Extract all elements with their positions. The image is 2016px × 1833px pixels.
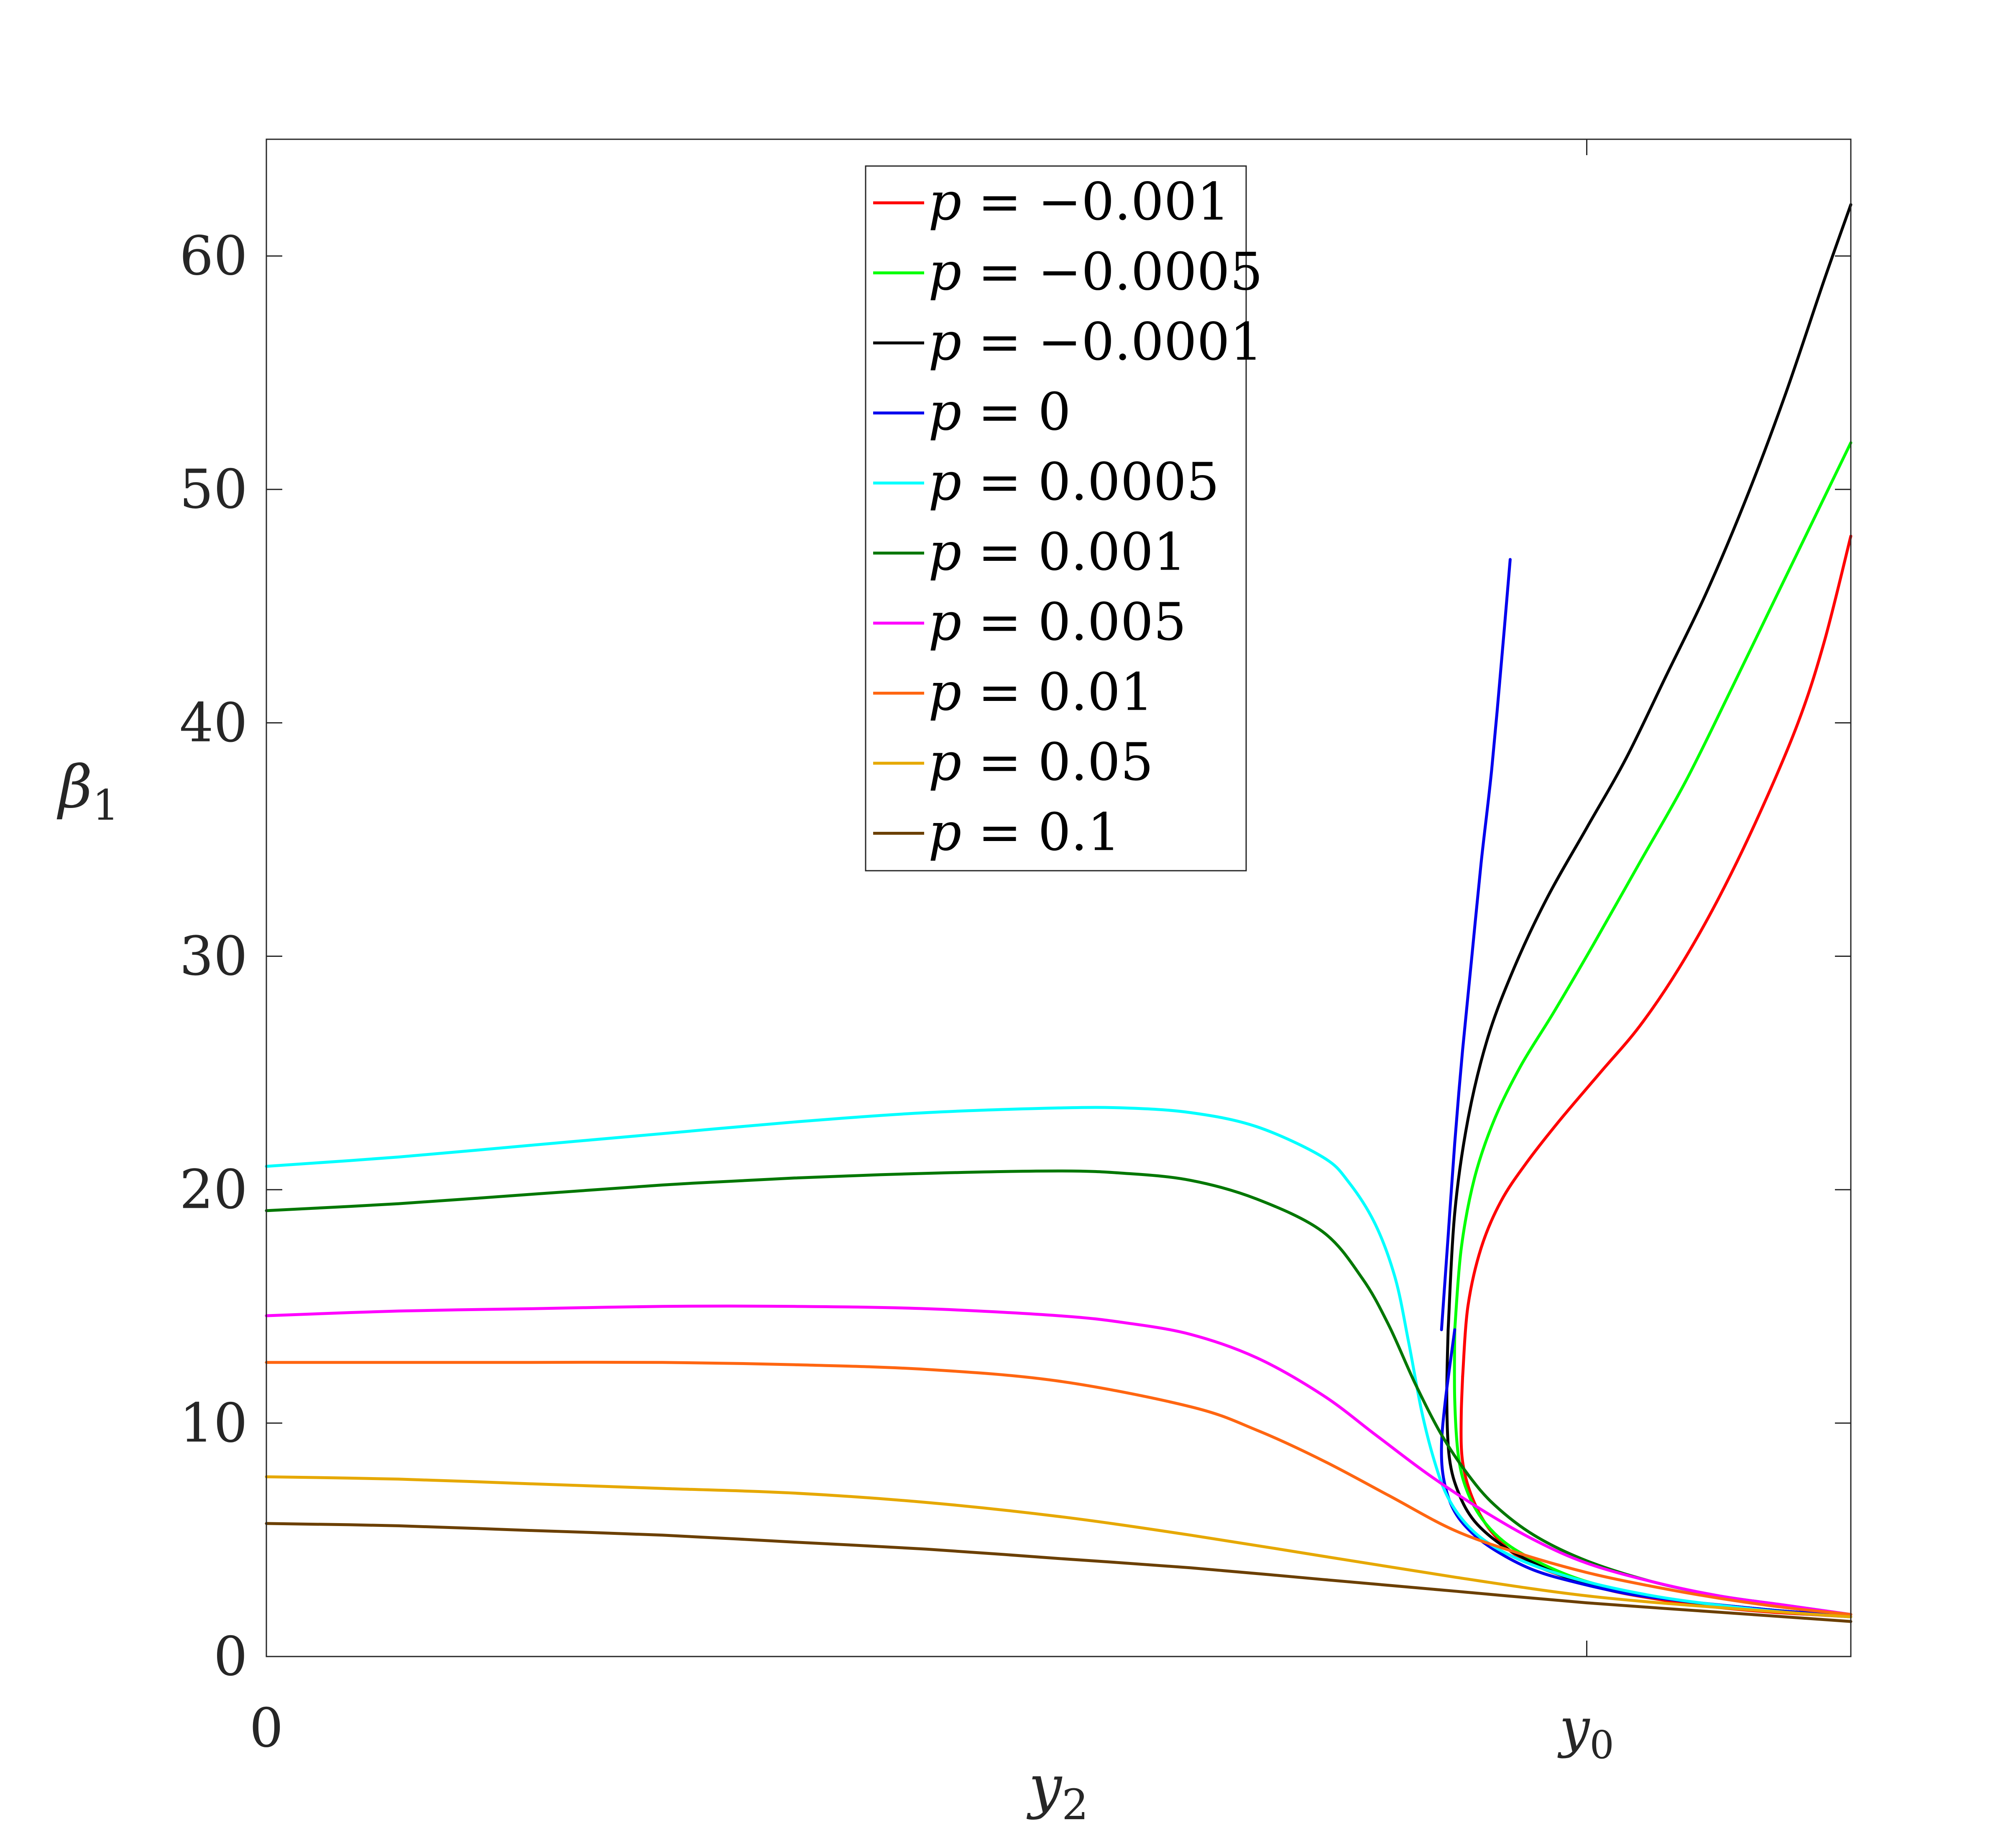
series-line-2 <box>1453 1328 1852 1616</box>
tick-layer: 0 10 20 30 40 50 60 0 y0 <box>179 139 1851 1767</box>
legend-label: p = −0.0005 <box>928 242 1263 302</box>
y-axis-label: β1 <box>56 753 119 830</box>
y-tick-label: 40 <box>179 692 248 754</box>
y-tick-label: 0 <box>214 1626 248 1688</box>
x-tick-label: y0 <box>1557 1697 1614 1767</box>
x-axis-label: y2 <box>1026 1753 1088 1829</box>
legend-label: p = −0.001 <box>928 172 1230 232</box>
legend-label: p = 0 <box>928 382 1071 442</box>
series-line-9 <box>265 1169 1852 1616</box>
series-line-10 <box>265 1304 1852 1616</box>
y-tick-label: 10 <box>179 1392 248 1455</box>
series-line-1 <box>1461 534 1852 1378</box>
legend-box <box>865 165 1247 872</box>
plot-frame <box>266 138 1852 1657</box>
legend-label: p = −0.0001 <box>928 312 1263 372</box>
series-line-7 <box>1440 558 1512 1332</box>
legend-label: p = 0.0005 <box>928 452 1219 512</box>
series-line-3 <box>1453 441 1852 1332</box>
legend-label: p = 0.1 <box>928 803 1120 863</box>
y-tick-label: 60 <box>179 225 248 287</box>
series-line-5 <box>1446 203 1852 1332</box>
legend: p = −0.001 p = −0.0005 p = −0.0001 p = 0 p =… <box>865 165 1263 872</box>
series-line-12 <box>265 1475 1852 1618</box>
legend-label: p = 0.05 <box>928 732 1153 793</box>
series-line-0 <box>1459 1375 1852 1618</box>
legend-label: p = 0.001 <box>928 522 1186 583</box>
y-tick-label: 50 <box>179 458 248 521</box>
series-line-13 <box>265 1522 1852 1623</box>
series-line-8 <box>265 1106 1852 1618</box>
series-line-6 <box>1440 1328 1852 1616</box>
legend-label: p = 0.005 <box>928 592 1186 652</box>
series-layer <box>265 203 1852 1623</box>
legend-label: p = 0.01 <box>928 662 1153 723</box>
x-tick-label: 0 <box>249 1697 283 1759</box>
y-tick-label: 20 <box>179 1159 248 1221</box>
y-tick-label: 30 <box>179 925 248 988</box>
series-line-4 <box>1445 1328 1852 1616</box>
series-line-11 <box>265 1360 1852 1616</box>
